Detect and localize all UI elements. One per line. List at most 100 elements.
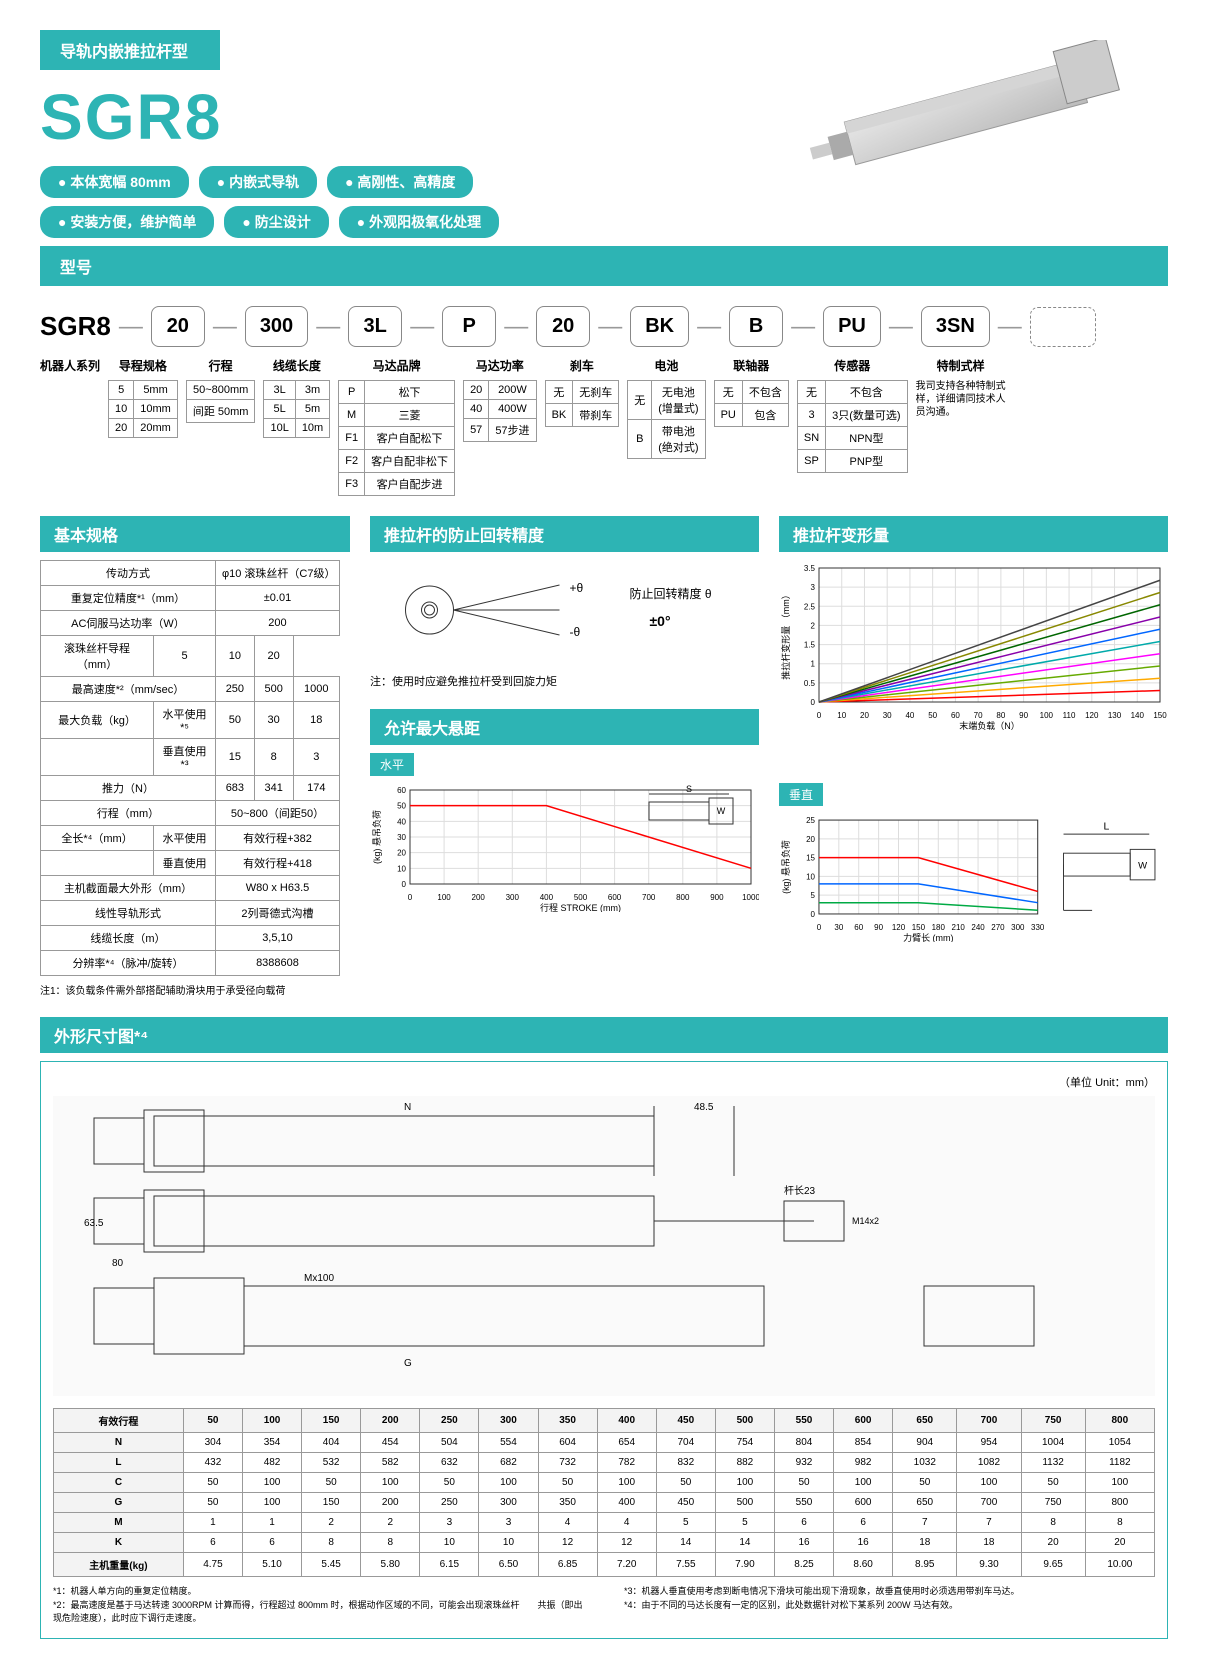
svg-text:20: 20 <box>860 711 869 720</box>
svg-text:G: G <box>404 1358 412 1369</box>
svg-text:140: 140 <box>1131 711 1145 720</box>
svg-text:末端负载（N）: 末端负载（N） <box>959 720 1020 730</box>
feature-pill: ● 防尘设计 <box>224 206 328 238</box>
svg-text:3: 3 <box>811 583 816 592</box>
model-segment: 3SN <box>921 306 990 347</box>
feature-pill: ● 内嵌式导轨 <box>199 166 317 198</box>
svg-text:+θ: +θ <box>570 581 584 595</box>
overhang-right-sub: 垂直 <box>779 783 823 806</box>
feature-pill: ● 外观阳极氧化处理 <box>339 206 499 238</box>
svg-text:270: 270 <box>991 923 1005 932</box>
model-segment: 300 <box>245 306 308 347</box>
svg-text:500: 500 <box>574 893 588 902</box>
model-segment: PU <box>823 306 881 347</box>
svg-text:30: 30 <box>834 923 843 932</box>
svg-text:Mx100: Mx100 <box>304 1273 334 1284</box>
overhang-beam-diagram: L W <box>1054 812 1168 942</box>
svg-text:80: 80 <box>112 1258 124 1269</box>
svg-text:200: 200 <box>472 893 486 902</box>
svg-text:10: 10 <box>397 864 406 873</box>
overhang-title: 允许最大悬距 <box>370 709 759 745</box>
overhang-left-sub: 水平 <box>370 753 414 776</box>
svg-text:1.5: 1.5 <box>804 641 816 650</box>
svg-text:60: 60 <box>397 786 406 795</box>
model-segment: B <box>729 306 783 347</box>
dimension-table: 有效行程501001502002503003504004505005506006… <box>53 1408 1155 1577</box>
dimension-unit: （单位 Unit：mm） <box>53 1074 1155 1090</box>
svg-text:40: 40 <box>397 817 406 826</box>
svg-text:0: 0 <box>811 910 816 919</box>
svg-text:W: W <box>1138 860 1147 871</box>
svg-text:90: 90 <box>874 923 883 932</box>
svg-text:130: 130 <box>1108 711 1122 720</box>
svg-text:150: 150 <box>1153 711 1167 720</box>
svg-text:110: 110 <box>1063 711 1076 720</box>
svg-text:0: 0 <box>402 880 407 889</box>
anti-rotation-title: 推拉杆的防止回转精度 <box>370 516 759 552</box>
model-prefix: SGR8 <box>40 311 111 342</box>
svg-text:40: 40 <box>905 711 914 720</box>
option-block: 马达品牌P松下M三菱F1客户自配松下F2客户自配非松下F3客户自配步进 <box>338 357 455 496</box>
model-segment: BK <box>630 306 689 347</box>
svg-text:3.5: 3.5 <box>804 564 816 573</box>
svg-text:5: 5 <box>811 891 816 900</box>
svg-text:杆长23: 杆长23 <box>784 1185 816 1197</box>
svg-text:900: 900 <box>710 893 724 902</box>
svg-text:30: 30 <box>397 833 406 842</box>
svg-text:W: W <box>717 806 726 816</box>
dimension-title: 外形尺寸图*⁴ <box>40 1017 1168 1053</box>
svg-text:120: 120 <box>892 923 906 932</box>
svg-text:600: 600 <box>608 893 622 902</box>
basic-spec-table: 传动方式φ10 滚珠丝杆（C7级）重复定位精度*¹（mm）±0.01AC伺服马达… <box>40 560 340 976</box>
dimension-drawing: N48.5 8063.5 杆长23M14x2 GMx100 <box>53 1096 1155 1396</box>
feature-pill: ● 安装方便，维护简单 <box>40 206 214 238</box>
model-segment: P <box>442 306 496 347</box>
svg-text:0: 0 <box>811 698 816 707</box>
dimension-footnotes: *1：机器人单方向的重复定位精度。*2：最高速度是基于马达转速 3000RPM … <box>53 1585 1155 1626</box>
svg-text:防止回转精度 θ: 防止回转精度 θ <box>630 586 712 601</box>
svg-text:10: 10 <box>837 711 846 720</box>
svg-text:25: 25 <box>806 816 815 825</box>
svg-text:15: 15 <box>806 854 815 863</box>
category-bar: 导轨内嵌推拉杆型 <box>40 30 220 70</box>
svg-text:S: S <box>686 784 692 794</box>
svg-text:90: 90 <box>1019 711 1028 720</box>
anti-rotation-diagram: +θ -θ 防止回转精度 θ ±0° <box>370 560 759 660</box>
svg-text:120: 120 <box>1085 711 1099 720</box>
svg-text:100: 100 <box>437 893 451 902</box>
svg-text:330: 330 <box>1031 923 1045 932</box>
svg-text:M14x2: M14x2 <box>852 1216 879 1226</box>
svg-text:240: 240 <box>971 923 985 932</box>
option-block: 刹车无无刹车BK带刹车 <box>545 357 620 427</box>
svg-text:300: 300 <box>1011 923 1025 932</box>
model-segment: 20 <box>536 306 590 347</box>
deflection-title: 推拉杆变形量 <box>779 516 1168 552</box>
svg-text:0.5: 0.5 <box>804 679 816 688</box>
svg-text:1: 1 <box>811 660 816 669</box>
svg-text:150: 150 <box>912 923 926 932</box>
svg-text:20: 20 <box>397 849 406 858</box>
svg-text:100: 100 <box>1040 711 1054 720</box>
option-block: 马达功率20200W40400W5757步进 <box>463 357 537 442</box>
svg-text:1000: 1000 <box>742 893 759 902</box>
svg-text:行程 STROKE (mm): 行程 STROKE (mm) <box>540 902 621 912</box>
svg-text:±0°: ±0° <box>650 613 671 629</box>
anti-rotation-note: 注：使用时应避免推拉杆受到回旋力矩 <box>370 673 759 689</box>
svg-text:60: 60 <box>951 711 960 720</box>
model-segment: 20 <box>151 306 205 347</box>
svg-text:50: 50 <box>928 711 937 720</box>
option-block: 联轴器无不包含PU包含 <box>714 357 789 427</box>
svg-text:推拉杆变形量 （mm）: 推拉杆变形量 （mm） <box>780 590 791 680</box>
svg-text:力臂长 (mm): 力臂长 (mm) <box>903 932 953 942</box>
svg-text:60: 60 <box>854 923 863 932</box>
svg-text:300: 300 <box>506 893 520 902</box>
svg-text:400: 400 <box>540 893 554 902</box>
svg-text:700: 700 <box>642 893 656 902</box>
svg-text:-θ: -θ <box>570 625 581 639</box>
svg-text:63.5: 63.5 <box>84 1218 104 1229</box>
svg-text:0: 0 <box>817 923 822 932</box>
svg-text:800: 800 <box>676 893 690 902</box>
svg-text:0: 0 <box>408 893 413 902</box>
svg-text:(kg) 悬吊负荷: (kg) 悬吊负荷 <box>780 840 791 894</box>
model-segment: 3L <box>348 306 402 347</box>
